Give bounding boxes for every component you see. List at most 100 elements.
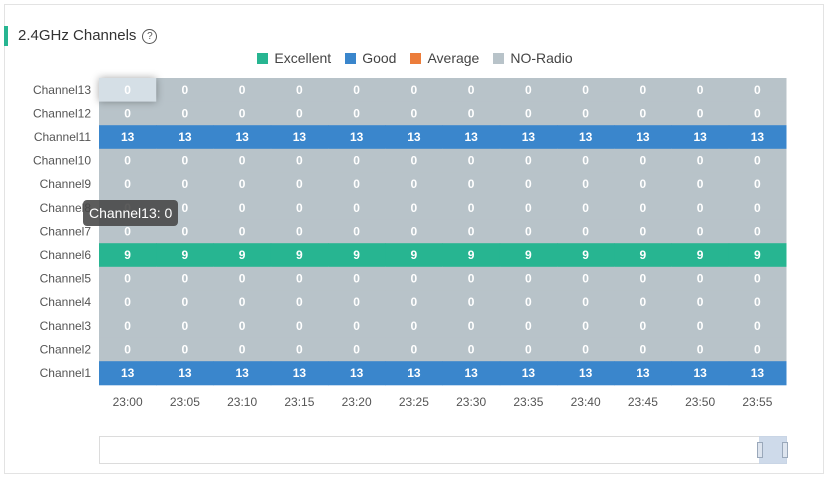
heatmap-cell[interactable]: [385, 219, 443, 244]
legend-item-average[interactable]: Average: [410, 50, 479, 66]
heatmap-cell[interactable]: [385, 148, 443, 173]
heatmap-cell[interactable]: [156, 266, 214, 291]
heatmap-cell[interactable]: [499, 125, 558, 150]
heatmap-cell[interactable]: [728, 266, 787, 291]
heatmap-cell[interactable]: [385, 78, 443, 103]
heatmap-cell[interactable]: [270, 196, 329, 221]
heatmap-cell[interactable]: [328, 314, 386, 339]
heatmap-cell[interactable]: [499, 196, 558, 221]
heatmap-cell[interactable]: [156, 78, 214, 103]
heatmap-cell[interactable]: [385, 101, 443, 126]
legend-item-no-radio[interactable]: NO-Radio: [493, 50, 573, 66]
heatmap-cell[interactable]: [499, 78, 558, 103]
heatmap-cell[interactable]: [442, 266, 501, 291]
heatmap-cell[interactable]: [614, 101, 672, 126]
heatmap-cell[interactable]: [442, 219, 501, 244]
heatmap-cell[interactable]: [614, 243, 672, 268]
heatmap-cell[interactable]: [328, 148, 386, 173]
heatmap-cell[interactable]: [671, 125, 730, 150]
heatmap-cell[interactable]: [499, 172, 558, 197]
heatmap-cell[interactable]: [557, 243, 615, 268]
heatmap-cell[interactable]: [442, 101, 501, 126]
heatmap-cell[interactable]: [557, 125, 615, 150]
heatmap-cell[interactable]: [156, 172, 214, 197]
heatmap-cell[interactable]: [213, 78, 272, 103]
heatmap-cell[interactable]: [328, 101, 386, 126]
heatmap-cell[interactable]: [328, 125, 386, 150]
heatmap-cell[interactable]: [442, 196, 501, 221]
heatmap-cell[interactable]: [499, 290, 558, 315]
heatmap-cell[interactable]: [156, 148, 214, 173]
heatmap-cell[interactable]: [270, 290, 329, 315]
heatmap-cell[interactable]: [442, 290, 501, 315]
heatmap-cell[interactable]: [671, 219, 730, 244]
heatmap-cell[interactable]: [557, 148, 615, 173]
heatmap-cell[interactable]: [671, 314, 730, 339]
heatmap-cell[interactable]: [557, 101, 615, 126]
heatmap-cell[interactable]: [385, 290, 443, 315]
heatmap-cell[interactable]: [385, 361, 443, 386]
heatmap-cell[interactable]: [614, 196, 672, 221]
heatmap-cell[interactable]: [270, 125, 329, 150]
heatmap-cell[interactable]: [99, 243, 157, 268]
heatmap-cell[interactable]: [614, 125, 672, 150]
heatmap-cell[interactable]: [270, 148, 329, 173]
heatmap-cell[interactable]: [99, 125, 157, 150]
heatmap-cell[interactable]: [213, 125, 272, 150]
heatmap-cell[interactable]: [442, 243, 501, 268]
heatmap-cell[interactable]: [328, 361, 386, 386]
heatmap-cell[interactable]: [728, 361, 787, 386]
heatmap-cell[interactable]: [671, 266, 730, 291]
heatmap-cell[interactable]: [99, 314, 157, 339]
heatmap-cell[interactable]: [99, 361, 157, 386]
heatmap-cell[interactable]: [213, 243, 272, 268]
legend-item-good[interactable]: Good: [345, 50, 396, 66]
heatmap-cell[interactable]: [728, 243, 787, 268]
heatmap-cell[interactable]: [671, 101, 730, 126]
heatmap-cell[interactable]: [385, 337, 443, 362]
heatmap-cell[interactable]: [328, 219, 386, 244]
heatmap-cell[interactable]: [728, 290, 787, 315]
heatmap-cell[interactable]: [671, 337, 730, 362]
heatmap-cell[interactable]: [728, 337, 787, 362]
heatmap-cell[interactable]: [213, 314, 272, 339]
heatmap-cell[interactable]: [213, 290, 272, 315]
heatmap-cell[interactable]: [557, 78, 615, 103]
heatmap-cell[interactable]: [270, 266, 329, 291]
heatmap-cell[interactable]: [614, 148, 672, 173]
heatmap-cell[interactable]: [442, 125, 501, 150]
heatmap-cell[interactable]: [557, 314, 615, 339]
heatmap-cell[interactable]: [499, 361, 558, 386]
heatmap-cell[interactable]: [614, 337, 672, 362]
heatmap-cell[interactable]: [671, 172, 730, 197]
heatmap-cell[interactable]: [213, 172, 272, 197]
heatmap-cell[interactable]: [557, 361, 615, 386]
heatmap-cell[interactable]: [728, 314, 787, 339]
heatmap-cell[interactable]: [442, 361, 501, 386]
heatmap-cell[interactable]: [614, 78, 672, 103]
heatmap-cell[interactable]: [385, 196, 443, 221]
heatmap-cell[interactable]: [99, 290, 157, 315]
heatmap-cell[interactable]: [156, 101, 214, 126]
heatmap-cell[interactable]: [328, 290, 386, 315]
heatmap-cell[interactable]: [385, 314, 443, 339]
heatmap-cell[interactable]: [671, 243, 730, 268]
heatmap-cell[interactable]: [442, 337, 501, 362]
heatmap-cell[interactable]: [499, 148, 558, 173]
heatmap-cell[interactable]: [671, 361, 730, 386]
heatmap-cell[interactable]: [614, 314, 672, 339]
heatmap-cell[interactable]: [156, 361, 214, 386]
heatmap-cell[interactable]: [499, 219, 558, 244]
heatmap-cell[interactable]: [328, 337, 386, 362]
heatmap-cell[interactable]: [557, 196, 615, 221]
heatmap-cell[interactable]: [270, 219, 329, 244]
heatmap-cell[interactable]: [270, 314, 329, 339]
heatmap-cell[interactable]: [442, 78, 501, 103]
heatmap-cell[interactable]: [156, 314, 214, 339]
heatmap-cell[interactable]: [270, 172, 329, 197]
heatmap-cell[interactable]: [328, 196, 386, 221]
heatmap-cell[interactable]: [671, 78, 730, 103]
heatmap-cell[interactable]: [671, 196, 730, 221]
heatmap-cell[interactable]: [614, 266, 672, 291]
heatmap-cell[interactable]: [213, 361, 272, 386]
